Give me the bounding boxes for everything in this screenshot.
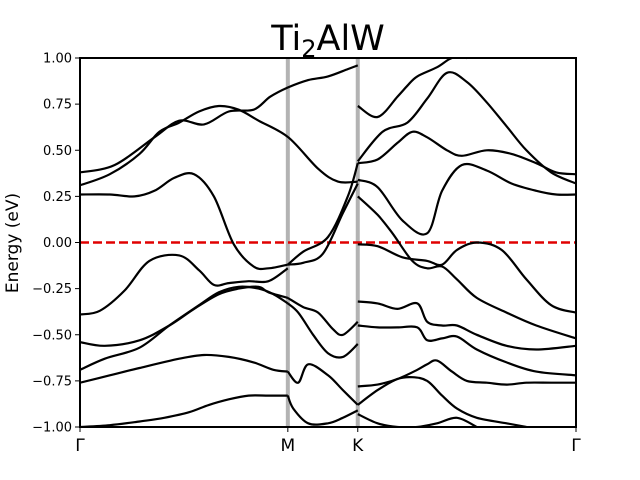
band-line-6 (287, 183, 359, 266)
band-line-14 (286, 395, 359, 426)
y-tick-label-7: −0.75 (32, 374, 72, 389)
band-lines (80, 58, 576, 427)
y-tick-label-1: 0.75 (43, 98, 72, 113)
y-tick-label-5: −0.25 (32, 282, 72, 297)
band-line-8 (80, 285, 289, 371)
kpoint-label-3: Γ (571, 436, 581, 456)
y-tick-label-0: 1.00 (43, 52, 72, 67)
band-line-16 (357, 130, 576, 176)
band-line-15 (357, 162, 576, 236)
band-line-11 (287, 302, 359, 359)
title-rest: AlW (317, 19, 385, 59)
kpoint-label-1: M (280, 436, 295, 456)
title-subscript: 2 (301, 35, 316, 63)
y-tick-label-8: −1.00 (32, 421, 72, 436)
band-line-19 (357, 241, 576, 314)
kpoint-label-0: Γ (75, 436, 85, 456)
band-line-10 (287, 296, 359, 337)
axes: 1.00 0.75 0.50 0.25 0.00 −0.25 −0.50 −0.75 −1.00… (32, 52, 581, 457)
band-line-1 (80, 64, 359, 174)
band-line-22 (357, 324, 576, 377)
y-axis-label: Energy (eV) (3, 193, 23, 293)
band-line-3 (80, 172, 289, 271)
title-main: Ti (270, 19, 301, 59)
y-tick-label-2: 0.50 (43, 144, 72, 159)
band-line-13 (80, 394, 288, 427)
band-line-18 (357, 58, 467, 119)
y-tick-label-6: −0.50 (32, 328, 72, 343)
band-line-20 (357, 195, 576, 340)
band-line-5 (287, 162, 359, 266)
y-tick-label-3: 0.25 (43, 190, 72, 205)
band-line-9 (80, 353, 288, 384)
band-line-25 (357, 413, 478, 427)
chart-title: Ti2AlW (270, 19, 385, 63)
band-line-4 (80, 253, 289, 316)
band-line-24 (357, 375, 527, 427)
kpoint-label-2: K (352, 436, 364, 456)
band-line-2 (80, 104, 358, 187)
band-line-21 (357, 300, 576, 351)
band-line-17 (356, 71, 576, 185)
band-line-12 (286, 363, 359, 406)
y-tick-label-4: 0.00 (43, 236, 72, 251)
